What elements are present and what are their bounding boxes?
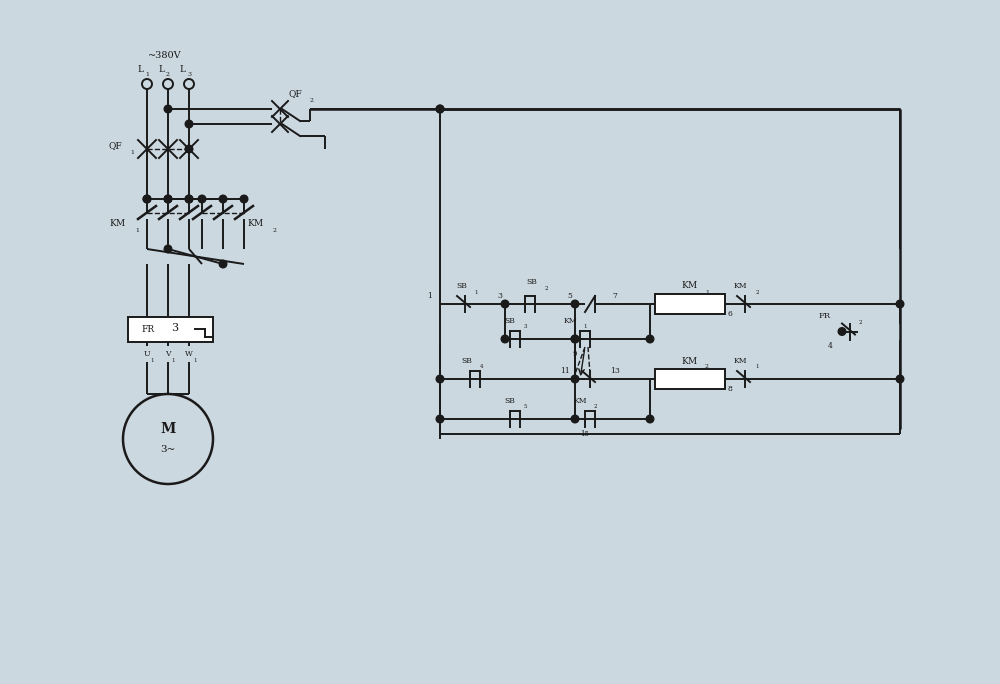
Text: 2: 2 [273, 228, 277, 233]
Circle shape [164, 105, 172, 113]
Text: KM: KM [733, 282, 747, 290]
Circle shape [436, 105, 444, 113]
Text: KM: KM [110, 220, 126, 228]
Circle shape [501, 300, 509, 308]
Text: QF: QF [288, 90, 302, 98]
Text: KM: KM [682, 282, 698, 291]
Text: 3: 3 [171, 323, 179, 333]
Text: 1: 1 [151, 358, 154, 363]
Text: 15: 15 [580, 430, 590, 438]
Text: KM: KM [733, 357, 747, 365]
Text: L: L [158, 64, 164, 73]
Circle shape [185, 145, 193, 153]
Circle shape [240, 195, 248, 202]
Text: KM: KM [682, 356, 698, 365]
Text: 1: 1 [428, 292, 432, 300]
Text: 5: 5 [523, 404, 527, 410]
Bar [128, 317, 212, 341]
Text: QF: QF [108, 142, 122, 150]
Text: 1: 1 [583, 324, 587, 330]
Text: 1: 1 [193, 358, 197, 363]
Text: 1: 1 [130, 150, 134, 155]
Text: 2: 2 [310, 98, 314, 103]
Circle shape [164, 195, 172, 202]
Circle shape [646, 415, 654, 423]
Circle shape [185, 195, 193, 202]
Text: 13: 13 [610, 367, 620, 375]
Circle shape [501, 335, 509, 343]
Text: SB: SB [462, 357, 472, 365]
Text: 6: 6 [728, 310, 732, 318]
Text: 1: 1 [135, 228, 139, 233]
Circle shape [198, 195, 206, 202]
Circle shape [571, 415, 579, 423]
Text: 2: 2 [755, 289, 759, 295]
Text: 3: 3 [498, 292, 503, 300]
Text: 1: 1 [705, 289, 709, 295]
Text: 1: 1 [755, 365, 759, 369]
Text: 2: 2 [858, 320, 862, 325]
Circle shape [571, 300, 579, 308]
Circle shape [436, 415, 444, 423]
Text: 5: 5 [568, 292, 572, 300]
Text: 2: 2 [705, 365, 709, 369]
Text: 3~: 3~ [160, 445, 176, 453]
Circle shape [838, 328, 846, 335]
Text: 1: 1 [172, 358, 175, 363]
Circle shape [646, 335, 654, 343]
Text: 3: 3 [187, 73, 191, 77]
Text: U: U [144, 350, 150, 358]
Circle shape [185, 195, 193, 202]
Bar [655, 369, 725, 389]
Text: 4: 4 [480, 365, 484, 369]
Text: 3: 3 [523, 324, 527, 330]
Circle shape [164, 245, 172, 253]
Text: 1: 1 [474, 289, 478, 295]
Circle shape [185, 120, 193, 128]
Circle shape [896, 376, 904, 383]
Text: KM: KM [573, 397, 587, 405]
Text: 2: 2 [166, 73, 170, 77]
Circle shape [164, 195, 172, 202]
Text: 2: 2 [544, 285, 548, 291]
Text: FR: FR [141, 324, 155, 334]
Circle shape [571, 376, 579, 383]
Text: 7: 7 [613, 292, 617, 300]
Circle shape [219, 195, 227, 202]
Circle shape [143, 195, 151, 202]
Text: V: V [165, 350, 171, 358]
Text: L: L [137, 64, 143, 73]
Text: 1: 1 [145, 73, 149, 77]
Text: ~380V: ~380V [148, 51, 182, 60]
Text: 11: 11 [560, 367, 570, 375]
Text: SB: SB [457, 282, 467, 290]
Circle shape [143, 195, 151, 202]
Circle shape [436, 376, 444, 383]
Text: 2: 2 [593, 404, 597, 410]
Circle shape [896, 300, 904, 308]
Text: 8: 8 [728, 385, 732, 393]
Text: KM: KM [248, 220, 264, 228]
Text: W: W [185, 350, 193, 358]
Text: L: L [179, 64, 185, 73]
Text: SB: SB [527, 278, 537, 286]
Bar [655, 294, 725, 314]
Text: SB: SB [505, 317, 515, 325]
Text: KM: KM [563, 317, 577, 325]
Circle shape [571, 335, 579, 343]
Text: M: M [160, 422, 176, 436]
Text: 9: 9 [573, 350, 577, 358]
Text: SB: SB [505, 397, 515, 405]
Circle shape [436, 105, 444, 113]
Circle shape [219, 260, 227, 268]
Text: FR: FR [819, 313, 831, 321]
Text: 4: 4 [828, 343, 832, 350]
Circle shape [571, 335, 579, 343]
